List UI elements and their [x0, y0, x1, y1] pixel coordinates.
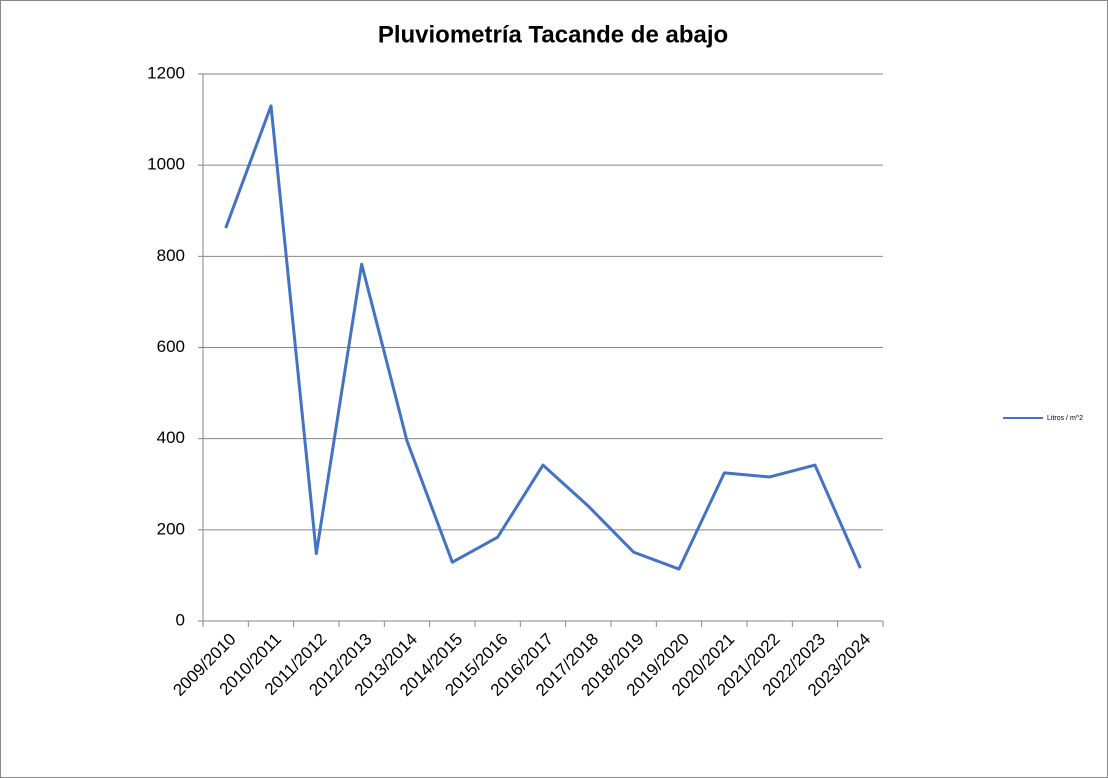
chart-title: Pluviometría Tacande de abajo [378, 21, 728, 48]
y-tick-label: 1000 [147, 155, 185, 174]
y-tick-label: 200 [157, 519, 185, 538]
legend-label: Litros / m^2 [1047, 415, 1083, 422]
y-tick-label: 400 [157, 428, 185, 447]
y-tick-label: 800 [157, 246, 185, 265]
y-tick-label: 600 [157, 337, 185, 356]
line-series [224, 104, 862, 571]
y-tick-label: 0 [176, 610, 185, 629]
y-tick-label: 1200 [147, 63, 185, 82]
